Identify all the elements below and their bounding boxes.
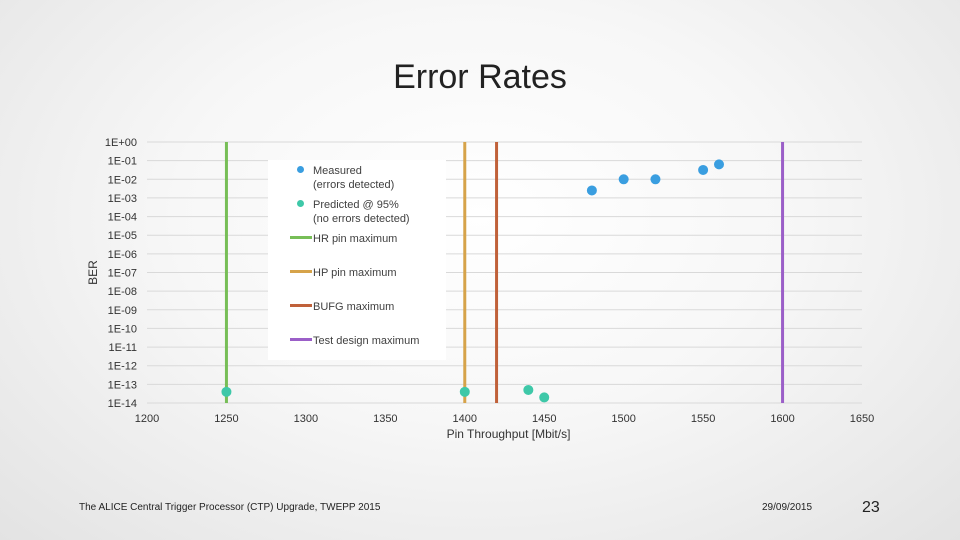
y-tick-label: 1E-04 [108, 212, 137, 224]
y-tick-label: 1E-08 [108, 286, 137, 298]
y-tick-label: 1E+00 [105, 137, 137, 149]
y-tick-label: 1E-06 [108, 249, 137, 261]
x-tick-label: 1450 [532, 413, 556, 425]
x-tick-label: 1500 [611, 413, 635, 425]
legend-label: Measured (errors detected) [313, 165, 395, 191]
y-tick-label: 1E-13 [108, 379, 137, 391]
x-tick-label: 1650 [850, 413, 874, 425]
x-tick-label: 1400 [453, 413, 477, 425]
footer-text: The ALICE Central Trigger Processor (CTP… [79, 502, 381, 513]
y-tick-label: 1E-02 [108, 174, 137, 186]
measured-point [618, 174, 629, 185]
x-tick-label: 1550 [691, 413, 715, 425]
x-tick-label: 1300 [294, 413, 318, 425]
y-tick-label: 1E-10 [108, 323, 137, 335]
y-tick-label: 1E-14 [108, 398, 137, 410]
chart-legend: Measured (errors detected) Predicted @ 95… [268, 160, 446, 360]
y-tick-label: 1E-12 [108, 361, 137, 373]
legend-label: Test design maximum [313, 335, 420, 347]
x-tick-label: 1350 [373, 413, 397, 425]
predicted-point [221, 386, 232, 397]
measured-point [714, 159, 724, 170]
y-tick-label: 1E-03 [108, 193, 137, 205]
slide-title: Error Rates [393, 58, 567, 96]
legend-marker-point [297, 200, 304, 207]
legend-label: Predicted @ 95% (no errors detected) [313, 199, 410, 225]
measured-point [586, 185, 597, 196]
legend-marker-line [290, 270, 312, 273]
x-axis-label: Pin Throughput [Mbit/s] [447, 427, 571, 441]
measured-point [698, 164, 709, 175]
legend-label: HP pin maximum [313, 267, 397, 279]
legend-marker-line [290, 236, 312, 239]
predicted-point [459, 386, 470, 397]
x-tick-label: 1200 [135, 413, 159, 425]
legend-marker-line [290, 304, 312, 307]
page-number: 23 [862, 499, 880, 516]
legend-marker-point [297, 166, 304, 173]
legend-label: BUFG maximum [313, 301, 395, 313]
measured-point [650, 174, 661, 185]
y-tick-label: 1E-11 [108, 342, 137, 354]
y-tick-label: 1E-05 [108, 230, 137, 242]
y-axis-label: BER [86, 260, 100, 285]
y-tick-label: 1E-09 [108, 305, 137, 317]
x-tick-label: 1250 [214, 413, 238, 425]
y-tick-label: 1E-01 [108, 156, 137, 168]
legend-label: HR pin maximum [313, 233, 398, 245]
footer-date: 29/09/2015 [762, 502, 813, 513]
predicted-point [539, 392, 550, 403]
legend-marker-line [290, 338, 312, 341]
x-tick-label: 1600 [770, 413, 794, 425]
predicted-point [523, 384, 534, 395]
y-tick-label: 1E-07 [108, 268, 137, 280]
